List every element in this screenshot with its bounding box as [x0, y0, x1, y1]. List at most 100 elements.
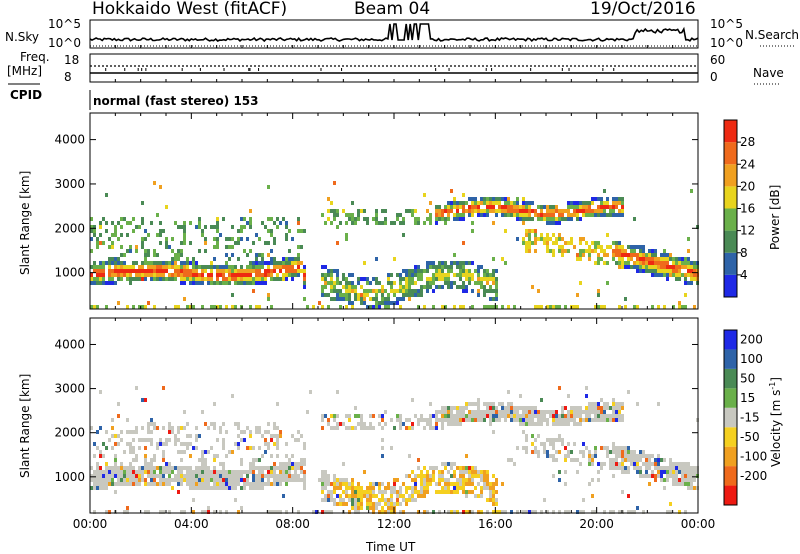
heatmap-cell	[690, 482, 693, 486]
heatmap-cell	[225, 430, 228, 434]
heatmap-cell	[147, 261, 150, 265]
heatmap-cell	[297, 466, 300, 470]
heatmap-cell	[237, 422, 240, 426]
heatmap-cell	[543, 217, 546, 221]
heatmap-cell	[186, 434, 189, 438]
heatmap-cell	[603, 201, 606, 205]
power-colorbar-swatch	[724, 164, 737, 187]
heatmap-cell	[207, 486, 210, 490]
heatmap-cell	[336, 478, 339, 482]
heatmap-cell	[183, 478, 186, 482]
heatmap-cell	[474, 494, 477, 498]
heatmap-cell	[693, 466, 696, 470]
heatmap-cell	[189, 478, 192, 482]
heatmap-cell	[537, 217, 540, 221]
heatmap-cell	[531, 450, 534, 454]
heatmap-cell	[240, 462, 243, 466]
heatmap-cell	[132, 269, 135, 273]
heatmap-cell	[597, 410, 600, 414]
heatmap-cell	[417, 418, 420, 422]
heatmap-cell	[393, 490, 396, 494]
heatmap-cell	[657, 454, 660, 458]
heatmap-cell	[153, 253, 156, 257]
heatmap-cell	[471, 213, 474, 217]
heatmap-cell	[423, 490, 426, 494]
heatmap-cell	[489, 205, 492, 209]
heatmap-cell	[186, 470, 189, 474]
heatmap-cell	[606, 450, 609, 454]
heatmap-cell	[342, 482, 345, 486]
heatmap-cell	[597, 253, 600, 257]
heatmap-cell	[114, 434, 117, 438]
heatmap-cell	[126, 430, 129, 434]
heatmap-cell	[543, 237, 546, 241]
heatmap-cell	[321, 305, 324, 309]
velocity-colorbar-frame	[723, 329, 738, 506]
heatmap-cell	[567, 454, 570, 458]
heatmap-cell	[249, 434, 252, 438]
heatmap-cell	[270, 273, 273, 277]
heatmap-cell	[204, 458, 207, 462]
heatmap-cell	[651, 265, 654, 269]
heatmap-cell	[489, 285, 492, 289]
heatmap-cell	[351, 486, 354, 490]
heatmap-cell	[423, 305, 426, 309]
heatmap-cell	[453, 197, 456, 201]
heatmap-cell	[636, 253, 639, 257]
heatmap-cell	[390, 510, 393, 514]
heatmap-cell	[582, 209, 585, 213]
heatmap-cell	[204, 474, 207, 478]
heatmap-cell	[285, 462, 288, 466]
heatmap-cell	[276, 510, 279, 514]
heatmap-cell	[399, 297, 402, 301]
heatmap-cell	[552, 458, 555, 462]
heatmap-cell	[243, 430, 246, 434]
heatmap-cell	[450, 418, 453, 422]
heatmap-cell	[561, 217, 564, 221]
heatmap-cell	[399, 422, 402, 426]
heatmap-cell	[288, 273, 291, 277]
heatmap-cell	[123, 217, 126, 221]
heatmap-cell	[213, 458, 216, 462]
heatmap-cell	[537, 422, 540, 426]
heatmap-cell	[489, 494, 492, 498]
heatmap-cell	[240, 486, 243, 490]
heatmap-cell	[429, 478, 432, 482]
heatmap-cell	[198, 486, 201, 490]
heatmap-cell	[117, 474, 120, 478]
heatmap-cell	[339, 305, 342, 309]
heatmap-cell	[357, 209, 360, 213]
heatmap-cell	[585, 406, 588, 410]
heatmap-cell	[108, 474, 111, 478]
heatmap-cell	[435, 273, 438, 277]
heatmap-cell	[96, 446, 99, 450]
heatmap-cell	[120, 253, 123, 257]
heatmap-cell	[342, 285, 345, 289]
heatmap-cell	[201, 478, 204, 482]
heatmap-cell	[540, 217, 543, 221]
heatmap-cell	[363, 209, 366, 213]
heatmap-cell	[186, 305, 189, 309]
heatmap-cell	[492, 209, 495, 213]
heatmap-cell	[687, 249, 690, 253]
heatmap-cell	[546, 233, 549, 237]
heatmap-cell	[654, 273, 657, 277]
heatmap-cell	[273, 237, 276, 241]
heatmap-cell	[174, 478, 177, 482]
heatmap-cell	[606, 402, 609, 406]
heatmap-cell	[501, 510, 504, 514]
heatmap-cell	[435, 466, 438, 470]
heatmap-cell	[249, 221, 252, 225]
heatmap-cell	[303, 297, 306, 301]
heatmap-cell	[162, 273, 165, 277]
heatmap-cell	[297, 217, 300, 221]
velocity-colorbar-swatch	[724, 407, 737, 428]
heatmap-cell	[660, 466, 663, 470]
heatmap-cell	[210, 269, 213, 273]
heatmap-cell	[189, 474, 192, 478]
heatmap-cell	[615, 418, 618, 422]
heatmap-cell	[159, 478, 162, 482]
heatmap-cell	[441, 406, 444, 410]
heatmap-cell	[408, 474, 411, 478]
heatmap-cell	[384, 510, 387, 514]
